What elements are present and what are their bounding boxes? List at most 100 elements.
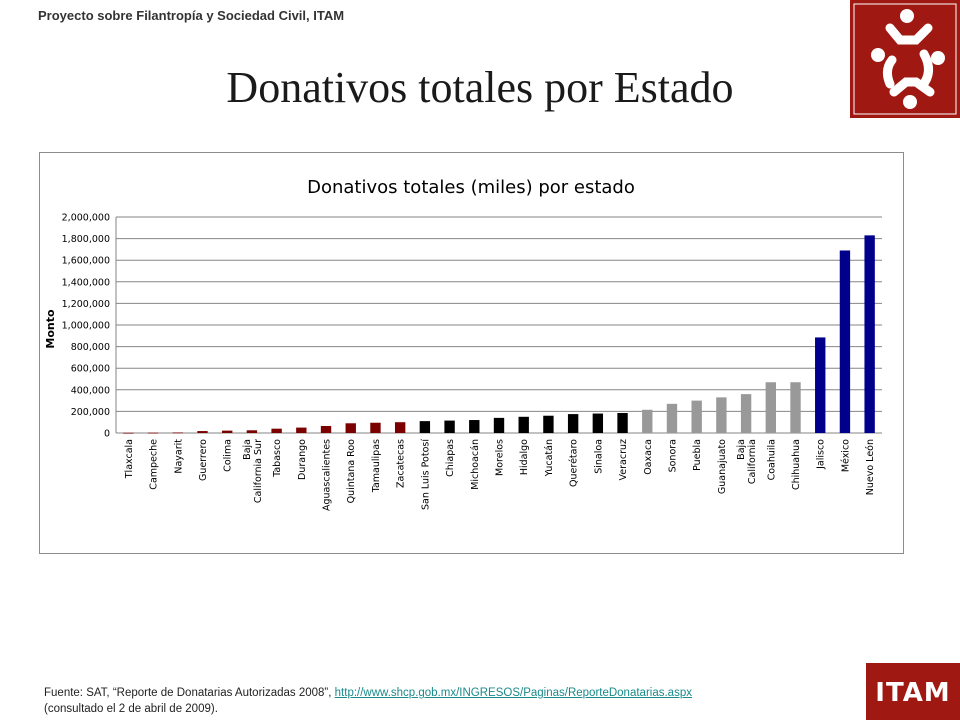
filantropia-logo (850, 0, 960, 118)
x-tick-label-line: Puebla (692, 439, 703, 471)
bar (815, 337, 826, 433)
x-tick-label-line: Sonora (667, 439, 678, 472)
x-tick-label-line: Colima (223, 439, 234, 472)
bar (567, 414, 579, 433)
bar-chart: Donativos totales (miles) por estado Mon… (44, 177, 882, 511)
itam-logo-text: ITAM (875, 678, 950, 708)
y-tick-label: 1,000,000 (62, 321, 110, 332)
bar (666, 403, 678, 433)
x-tick-label-line: Veracruz (618, 439, 629, 480)
x-tick-label-line: Tlaxcala (124, 439, 135, 479)
bar (642, 409, 653, 433)
bar (394, 422, 406, 433)
footer-source: Fuente: SAT, “Reporte de Donatarias Auto… (44, 685, 844, 717)
x-tick-label-line: Michoacán (470, 439, 481, 490)
x-tick-label-line: Oaxaca (643, 439, 654, 475)
footer-consulted-text: (consultado el 2 de abril de 2009). (44, 703, 218, 715)
bar (691, 400, 702, 433)
bar (617, 413, 628, 433)
x-tick-label-line: Morelos (495, 439, 506, 476)
y-tick-label: 1,400,000 (62, 277, 110, 288)
x-tick-label: Chihuahua (791, 439, 802, 490)
bar (543, 415, 554, 433)
x-tick-label: Oaxaca (643, 439, 654, 475)
footer-source-text: Fuente: SAT, “Reporte de Donatarias Auto… (44, 687, 335, 699)
x-tick-label-line: Baja (736, 439, 747, 460)
x-tick-label: Guerrero (198, 439, 209, 481)
x-tick-label-line: México (840, 439, 851, 472)
x-tick-label: México (840, 439, 851, 472)
x-tick-label-line: Quintana Roo (346, 439, 357, 504)
x-tick-label: Baja California (736, 439, 758, 484)
bar (716, 397, 727, 433)
bar (197, 431, 208, 433)
filantropia-logo-graphic (850, 0, 960, 118)
x-tick-label: Quintana Roo (346, 439, 357, 504)
bar (345, 423, 356, 433)
y-axis-label: Monto (44, 309, 57, 349)
bar (147, 432, 159, 434)
bar (444, 420, 455, 433)
x-tick-label-line: Querétaro (569, 439, 580, 487)
x-tick-label-line: Hidalgo (519, 439, 530, 475)
x-tick-label: Veracruz (618, 439, 629, 480)
bar (469, 420, 480, 433)
y-tick-label: 200,000 (71, 407, 110, 418)
bar (370, 422, 381, 433)
x-tick-label-line: Guanajuato (717, 439, 728, 494)
itam-logo: ITAM (866, 663, 960, 720)
bar (839, 250, 851, 433)
x-tick-label-line: Chihuahua (791, 439, 802, 490)
slide-title: Donativos totales por Estado (226, 63, 734, 112)
bar (320, 425, 332, 433)
y-tick-label: 800,000 (71, 342, 110, 353)
y-tick-labels: 0 200,000 400,000 600,000 800,000 1,000,000 1,… (62, 213, 110, 440)
x-tick-label: Chiapas (445, 439, 456, 477)
x-tick-label: Tabasco (272, 439, 283, 478)
bar (123, 432, 134, 434)
x-tick-label: Sonora (667, 439, 678, 472)
bar (740, 394, 752, 433)
bar (790, 382, 801, 433)
x-tick-label-line: Durango (297, 439, 308, 480)
x-tick-label-line: Sinaloa (593, 439, 604, 474)
x-tick-label: Morelos (495, 439, 506, 476)
x-tick-label: Michoacán (470, 439, 481, 490)
x-tick-label-line: Chiapas (445, 439, 456, 477)
bar (246, 430, 258, 433)
x-tick-label-line: Tabasco (272, 439, 283, 478)
bar (592, 413, 604, 433)
x-tick-label-line: Nayarit (173, 439, 184, 474)
x-tick-label-line: Jalisco (816, 439, 827, 470)
x-tick-label: Sinaloa (593, 439, 604, 474)
x-tick-label: Nayarit (173, 439, 184, 474)
x-tick-label: Zacatecas (396, 439, 407, 488)
x-tick-label-line: Guerrero (198, 439, 209, 481)
x-tick-label: Durango (297, 439, 308, 480)
x-tick-label-line: Aguascalientes (322, 439, 333, 511)
x-tick-label: Coahuila (766, 439, 777, 480)
x-tick-label: Guanajuato (717, 439, 728, 494)
x-tick-label-line: Nuevo León (865, 439, 876, 495)
y-tick-label: 1,600,000 (62, 256, 110, 267)
x-tick-label: Yucatán (544, 439, 555, 477)
x-tick-label-line: California Sur (253, 439, 264, 503)
bar (765, 382, 776, 433)
bar (271, 428, 282, 433)
x-tick-label-line: Campeche (149, 439, 160, 490)
x-tick-label-line: Yucatán (544, 439, 555, 477)
source-link[interactable]: http://www.shcp.gob.mx/INGRESOS/Paginas/… (334, 687, 692, 699)
x-tick-label-line: Coahuila (766, 439, 777, 480)
x-tick-label: Nuevo León (865, 439, 876, 495)
x-tick-label: Aguascalientes (322, 439, 333, 511)
x-tick-label: Jalisco (816, 439, 827, 470)
x-tick-label: Campeche (149, 439, 160, 490)
bars (123, 235, 875, 434)
chart-title: Donativos totales (miles) por estado (307, 177, 635, 198)
x-tick-label-line: Tamaulipas (371, 439, 382, 493)
bar (172, 432, 183, 434)
x-tick-label-line: Zacatecas (396, 439, 407, 488)
bar (493, 417, 505, 433)
x-tick-label: Puebla (692, 439, 703, 471)
gridlines (115, 216, 882, 434)
